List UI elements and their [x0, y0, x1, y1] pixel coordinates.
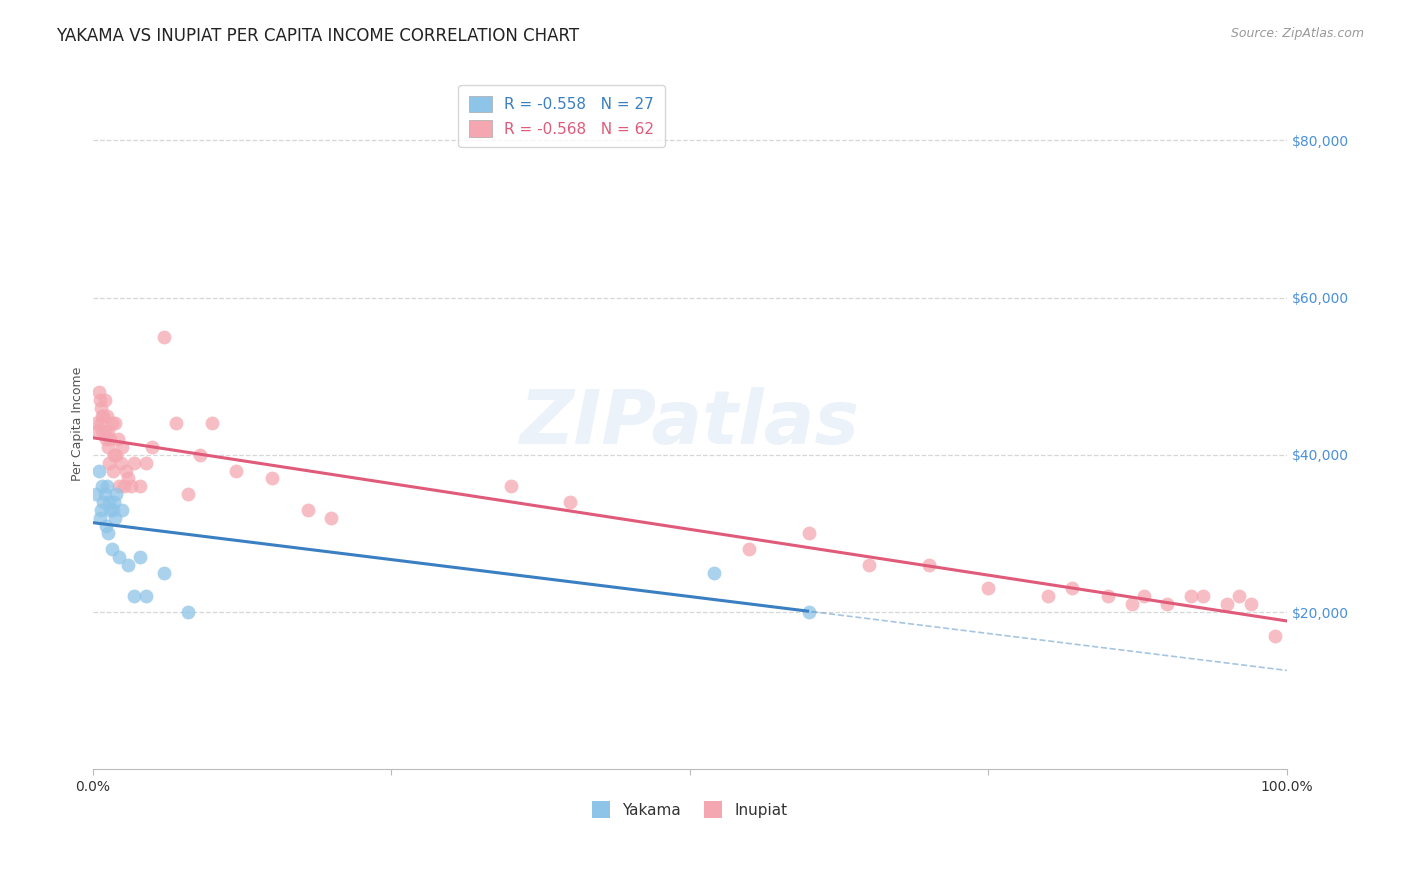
Point	[177, 487, 200, 501]
Point	[188, 448, 211, 462]
Point	[111, 440, 134, 454]
Point	[104, 417, 127, 431]
Text: Source: ZipAtlas.com: Source: ZipAtlas.com	[1230, 27, 1364, 40]
Point	[1097, 590, 1119, 604]
Point	[703, 566, 725, 580]
Point	[93, 487, 115, 501]
Point	[135, 590, 157, 604]
Point	[91, 409, 114, 423]
Point	[84, 487, 107, 501]
Point	[100, 503, 122, 517]
Point	[1216, 597, 1239, 611]
Point	[94, 518, 117, 533]
Point	[1036, 590, 1059, 604]
Point	[91, 409, 114, 423]
Point	[1192, 590, 1215, 604]
Point	[135, 456, 157, 470]
Point	[108, 479, 131, 493]
Point	[110, 456, 132, 470]
Point	[105, 487, 128, 501]
Point	[260, 471, 283, 485]
Point	[499, 479, 522, 493]
Point	[1132, 590, 1154, 604]
Point	[97, 526, 120, 541]
Point	[89, 392, 111, 407]
Point	[97, 424, 120, 438]
Point	[111, 503, 134, 517]
Point	[107, 432, 129, 446]
Point	[108, 549, 131, 564]
Point	[1156, 597, 1178, 611]
Point	[90, 503, 112, 517]
Point	[124, 590, 146, 604]
Point	[165, 417, 187, 431]
Point	[91, 479, 114, 493]
Y-axis label: Per Capita Income: Per Capita Income	[72, 367, 84, 481]
Point	[93, 392, 115, 407]
Point	[101, 503, 124, 517]
Point	[177, 605, 200, 619]
Point	[153, 566, 176, 580]
Point	[98, 456, 121, 470]
Point	[103, 495, 125, 509]
Point	[84, 417, 107, 431]
Point	[1121, 597, 1143, 611]
Point	[129, 479, 152, 493]
Point	[89, 510, 111, 524]
Point	[90, 401, 112, 415]
Point	[560, 495, 582, 509]
Point	[321, 510, 343, 524]
Point	[129, 549, 152, 564]
Point	[201, 417, 224, 431]
Point	[87, 464, 110, 478]
Point	[917, 558, 939, 572]
Point	[120, 479, 142, 493]
Point	[225, 464, 247, 478]
Point	[86, 424, 108, 438]
Point	[1227, 590, 1250, 604]
Point	[100, 417, 122, 431]
Point	[96, 409, 118, 423]
Point	[91, 495, 114, 509]
Point	[104, 510, 127, 524]
Point	[858, 558, 880, 572]
Point	[100, 542, 122, 557]
Point	[738, 542, 761, 557]
Point	[93, 424, 115, 438]
Point	[112, 479, 135, 493]
Point	[100, 432, 122, 446]
Point	[977, 582, 1000, 596]
Point	[1180, 590, 1202, 604]
Point	[103, 448, 125, 462]
Point	[124, 456, 146, 470]
Point	[90, 417, 112, 431]
Point	[94, 432, 117, 446]
Point	[797, 526, 820, 541]
Text: ZIPatlas: ZIPatlas	[520, 387, 859, 460]
Point	[1264, 629, 1286, 643]
Point	[1060, 582, 1083, 596]
Point	[115, 464, 138, 478]
Point	[117, 471, 139, 485]
Text: YAKAMA VS INUPIAT PER CAPITA INCOME CORRELATION CHART: YAKAMA VS INUPIAT PER CAPITA INCOME CORR…	[56, 27, 579, 45]
Point	[96, 479, 118, 493]
Point	[153, 330, 176, 344]
Point	[1240, 597, 1263, 611]
Point	[98, 495, 121, 509]
Legend: Yakama, Inupiat: Yakama, Inupiat	[586, 795, 794, 824]
Point	[117, 558, 139, 572]
Point	[97, 440, 120, 454]
Point	[101, 464, 124, 478]
Point	[797, 605, 820, 619]
Point	[297, 503, 319, 517]
Point	[91, 424, 114, 438]
Point	[105, 448, 128, 462]
Point	[141, 440, 163, 454]
Point	[87, 384, 110, 399]
